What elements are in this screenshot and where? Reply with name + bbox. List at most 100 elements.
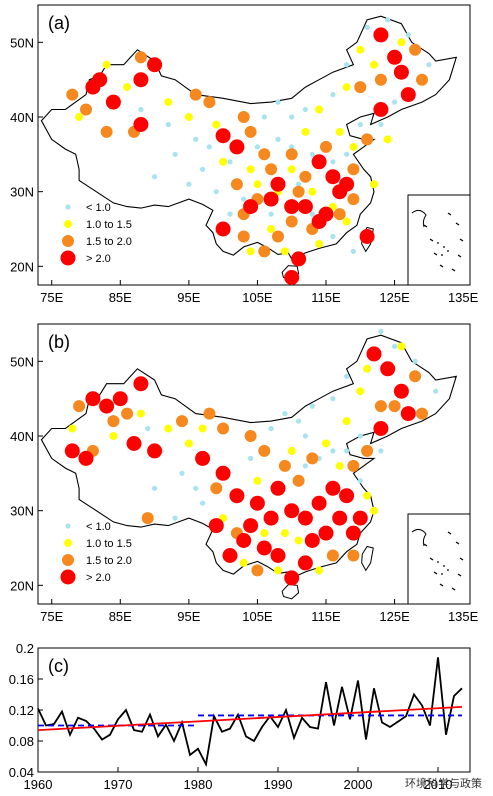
station-a-1-5-to-2-0-30 — [230, 178, 243, 191]
station-b-1-0-to-1-5-11 — [342, 417, 351, 426]
station-b-2-0-3 — [64, 443, 80, 459]
legend-marker-b-1 — [64, 539, 72, 547]
station-b-2-0-36 — [208, 518, 224, 534]
station-a-1-0-to-1-5-17 — [246, 247, 255, 256]
station-a-1-0-to-1-5-26 — [383, 135, 392, 144]
map-panel-a: 75E 85E 95E 105E 115E 125E 135E 20N 30N 40N 50N (a)… — [10, 4, 479, 305]
station-a-1-5-to-2-0-22 — [347, 163, 360, 176]
station-b-1-5-to-2-0-18 — [416, 407, 428, 420]
legend-label-a-0: < 1.0 — [86, 202, 111, 214]
station-b-1-0-to-1-5-12 — [356, 387, 365, 396]
station-b-1-0-0 — [145, 425, 151, 432]
inset-dash-a-1 — [429, 238, 434, 242]
station-b-1-0-15 — [392, 343, 398, 349]
station-a-2-0-25 — [400, 87, 416, 103]
station-a-1-5-to-2-0-28 — [416, 73, 428, 86]
inset-coast-b — [411, 528, 427, 547]
station-b-1-5-to-2-0-2 — [121, 407, 134, 420]
station-a-1-0-to-1-5-27 — [301, 127, 310, 136]
station-a-1-0-33 — [254, 144, 260, 150]
station-a-1-0-to-1-5-24 — [370, 60, 378, 69]
station-a-1-0-to-1-5-1 — [102, 60, 111, 69]
inset-dash-a-0 — [423, 224, 428, 228]
legend-label-b-0: < 1.0 — [86, 521, 111, 533]
inset-dash-b-0 — [423, 543, 428, 547]
station-b-1-5-to-2-0-23 — [210, 482, 223, 495]
station-b-1-0-to-1-5-9 — [287, 446, 296, 455]
inset-dash-b-1 — [429, 557, 434, 561]
station-a-1-0-31 — [152, 174, 158, 180]
station-b-2-0-33 — [373, 421, 389, 436]
station-b-1-0-3 — [193, 485, 199, 491]
station-a-1-0-19 — [289, 144, 295, 150]
station-a-1-0-11 — [302, 106, 308, 113]
inset-island-b-2 — [441, 573, 443, 575]
station-b-1-0-to-1-5-18 — [294, 536, 303, 545]
station-a-2-0-22 — [359, 229, 375, 244]
station-b-1-0-7 — [248, 455, 254, 461]
station-a-1-0-2 — [193, 136, 199, 142]
x-tick-label-c-5: 2010 — [424, 777, 453, 792]
station-b-2-0-34 — [366, 346, 382, 362]
station-b-1-5-to-2-0-0 — [73, 400, 86, 413]
station-b-2-0-15 — [270, 548, 286, 563]
station-b-1-0-24 — [344, 448, 350, 454]
station-b-1-0-to-1-5-10 — [322, 439, 330, 448]
y-tick-label-b-2: 40N — [10, 429, 34, 444]
station-a-2-0-8 — [270, 176, 286, 192]
station-a-1-0-6 — [213, 189, 219, 195]
station-a-1-0-to-1-5-10 — [287, 165, 296, 174]
inset-island-b-3 — [447, 569, 449, 571]
station-b-2-0-19 — [284, 503, 300, 519]
station-b-2-0-11 — [243, 518, 259, 534]
station-a-1-5-to-2-0-16 — [299, 170, 312, 183]
station-a-2-0-23 — [387, 49, 403, 65]
station-a-1-0-10 — [289, 114, 295, 120]
y-tick-label-c-4: 0.2 — [16, 641, 34, 656]
station-a-1-0-35 — [330, 233, 336, 240]
station-b-1-0-to-1-5-19 — [280, 529, 289, 538]
station-a-1-0-18 — [275, 136, 281, 142]
station-a-1-5-to-2-0-21 — [347, 193, 360, 206]
legend-label-a-2: 1.5 to 2.0 — [86, 236, 132, 248]
station-a-1-0-to-1-5-6 — [219, 157, 228, 166]
inset-island-a-2 — [441, 254, 443, 256]
station-a-1-5-to-2-0-15 — [272, 230, 284, 243]
station-a-2-0-10 — [284, 199, 300, 215]
inset-dash-b-7 — [455, 541, 460, 545]
station-a-1-5-to-2-0-18 — [285, 215, 298, 228]
station-a-1-0-9 — [275, 99, 281, 105]
station-a-1-5-to-2-0-17 — [292, 185, 305, 198]
station-a-1-0-23 — [357, 121, 363, 128]
inset-dash-a-4 — [451, 268, 456, 272]
inset-island-b-0 — [437, 561, 439, 563]
station-a-2-0-1 — [92, 72, 108, 88]
station-b-1-5-to-2-0-10 — [278, 459, 291, 472]
station-b-2-0-12 — [236, 533, 252, 548]
station-b-2-0-14 — [256, 540, 272, 556]
station-a-1-5-to-2-0-20 — [333, 208, 346, 221]
x-tick-label-b-6: 135E — [448, 609, 479, 624]
inset-dash-a-3 — [439, 264, 444, 268]
station-b-1-0-17 — [433, 388, 439, 394]
station-a-1-0-24 — [378, 121, 384, 128]
station-b-2-0-22 — [325, 480, 341, 496]
station-b-2-0-8 — [195, 450, 211, 466]
station-b-1-0-to-1-5-14 — [397, 342, 406, 351]
station-a-2-0-2 — [105, 94, 121, 110]
station-b-1-0-5 — [172, 515, 178, 521]
y-tick-label-a-0: 20N — [10, 259, 34, 274]
station-a-1-0-to-1-5-7 — [246, 165, 255, 174]
station-a-1-5-to-2-0-2 — [100, 125, 113, 138]
station-b-1-0-to-1-5-22 — [315, 566, 324, 575]
station-a-2-0-7 — [229, 139, 245, 155]
station-a-1-0-to-1-5-18 — [349, 142, 358, 151]
station-a-2-0-15 — [291, 251, 307, 267]
legend-marker-b-0 — [65, 523, 71, 529]
panel-label-c: (c) — [48, 656, 69, 676]
legend-label-b-3: > 2.0 — [86, 572, 111, 584]
station-a-1-0-4 — [200, 166, 206, 172]
station-a-1-0-21 — [330, 159, 336, 165]
x-tick-label-b-5: 125E — [379, 609, 410, 624]
